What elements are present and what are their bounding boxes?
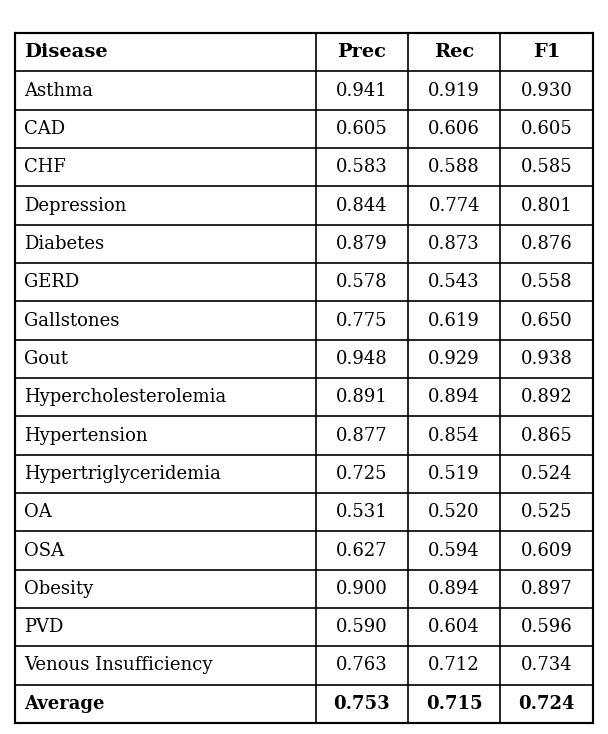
Text: 0.725: 0.725 [336,465,387,483]
Text: 0.712: 0.712 [429,656,480,675]
Text: 0.774: 0.774 [429,197,480,214]
Text: Depression: Depression [24,197,126,214]
Text: 0.525: 0.525 [521,504,572,521]
Text: Gallstones: Gallstones [24,311,119,330]
Text: 0.715: 0.715 [426,695,483,713]
Text: Disease: Disease [24,43,108,61]
Text: 0.585: 0.585 [521,159,572,176]
Text: 0.590: 0.590 [336,618,388,636]
Text: 0.948: 0.948 [336,350,388,368]
Text: Prec: Prec [337,43,386,61]
Text: 0.876: 0.876 [520,235,573,252]
Text: 0.594: 0.594 [429,542,480,559]
Text: 0.879: 0.879 [336,235,388,252]
Text: 0.543: 0.543 [429,273,480,291]
Text: 0.524: 0.524 [521,465,572,483]
Text: 0.619: 0.619 [428,311,480,330]
Text: Obesity: Obesity [24,580,93,597]
Text: Diabetes: Diabetes [24,235,104,252]
Text: CHF: CHF [24,159,66,176]
Text: 0.941: 0.941 [336,81,388,100]
Text: 0.753: 0.753 [333,695,390,713]
Text: 0.724: 0.724 [519,695,575,713]
Text: 0.801: 0.801 [520,197,573,214]
Text: 0.873: 0.873 [428,235,480,252]
Text: Venous Insufficiency: Venous Insufficiency [24,656,212,675]
Text: 0.558: 0.558 [521,273,572,291]
Text: GERD: GERD [24,273,79,291]
Text: 0.854: 0.854 [429,426,480,445]
Text: Asthma: Asthma [24,81,93,100]
Text: 0.930: 0.930 [520,81,573,100]
Text: Hypertriglyceridemia: Hypertriglyceridemia [24,465,221,483]
Text: 0.627: 0.627 [336,542,387,559]
Text: 0.938: 0.938 [520,350,573,368]
Text: 0.900: 0.900 [336,580,388,597]
Text: 0.605: 0.605 [520,120,573,138]
Text: 0.919: 0.919 [428,81,480,100]
Text: CAD: CAD [24,120,65,138]
Text: 0.891: 0.891 [336,388,388,406]
Text: 0.531: 0.531 [336,504,388,521]
Text: 0.519: 0.519 [428,465,480,483]
Text: 0.604: 0.604 [428,618,480,636]
Text: Hypertension: Hypertension [24,426,148,445]
Text: 0.897: 0.897 [520,580,573,597]
Text: 0.583: 0.583 [336,159,388,176]
Text: 0.734: 0.734 [521,656,572,675]
Text: Rec: Rec [434,43,474,61]
Text: Hypercholesterolemia: Hypercholesterolemia [24,388,226,406]
Text: 0.588: 0.588 [428,159,480,176]
Text: 0.596: 0.596 [520,618,573,636]
Text: OSA: OSA [24,542,64,559]
Text: 0.763: 0.763 [336,656,388,675]
Text: Average: Average [24,695,105,713]
Text: PVD: PVD [24,618,63,636]
Text: 0.578: 0.578 [336,273,387,291]
Text: 0.844: 0.844 [336,197,387,214]
Text: 0.606: 0.606 [428,120,480,138]
Text: Gout: Gout [24,350,68,368]
Text: 0.894: 0.894 [428,388,480,406]
Text: 0.650: 0.650 [520,311,573,330]
Text: 0.520: 0.520 [429,504,480,521]
Text: 0.605: 0.605 [336,120,388,138]
Text: 0.775: 0.775 [336,311,387,330]
Text: F1: F1 [533,43,561,61]
Text: 0.892: 0.892 [520,388,573,406]
Text: 0.865: 0.865 [520,426,573,445]
Text: 0.609: 0.609 [520,542,573,559]
Text: 0.877: 0.877 [336,426,387,445]
Text: 0.929: 0.929 [428,350,480,368]
Text: OA: OA [24,504,52,521]
Text: 0.894: 0.894 [428,580,480,597]
